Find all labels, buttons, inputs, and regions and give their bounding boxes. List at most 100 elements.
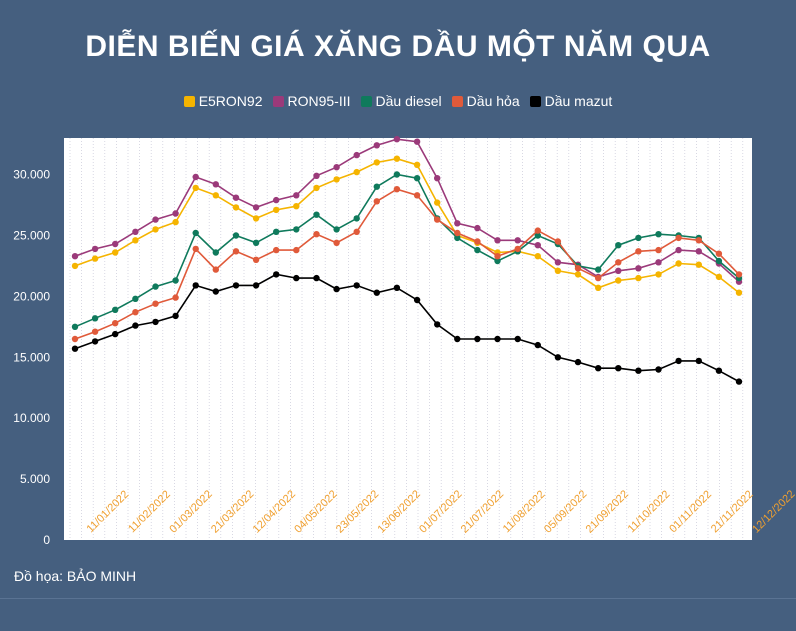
data-point	[333, 239, 340, 246]
data-point	[152, 216, 159, 223]
data-point	[474, 224, 481, 232]
data-point	[91, 245, 99, 253]
data-point	[534, 253, 541, 260]
data-point	[112, 306, 119, 313]
y-tick-label: 20.000	[13, 289, 50, 303]
data-point	[212, 192, 219, 199]
legend-label: RON95-III	[287, 93, 351, 109]
data-point	[393, 186, 401, 193]
data-point	[152, 226, 159, 233]
data-point	[353, 168, 360, 176]
data-point	[554, 267, 562, 274]
data-point	[695, 357, 702, 365]
data-point	[635, 274, 642, 282]
data-point	[353, 228, 360, 235]
data-point	[373, 159, 380, 166]
data-point	[313, 184, 320, 192]
legend: E5RON92 RON95-III Dầu diesel Dầu hỏa Dầu maz…	[0, 93, 796, 109]
data-point	[212, 288, 219, 295]
data-point	[91, 328, 99, 335]
data-point	[514, 335, 521, 343]
legend-label: Dầu hỏa	[466, 93, 520, 109]
data-point	[313, 172, 320, 179]
data-point	[695, 261, 702, 268]
legend-item: RON95-III	[272, 93, 351, 109]
data-point	[71, 345, 79, 352]
data-point	[675, 234, 682, 242]
data-point	[534, 341, 541, 349]
credit-text: Đồ họa: BẢO MINH	[14, 568, 137, 584]
data-point	[112, 240, 119, 248]
data-point	[474, 238, 481, 245]
data-point	[454, 220, 461, 227]
data-point	[574, 271, 582, 278]
data-point	[252, 256, 260, 263]
data-point	[434, 216, 441, 223]
data-point	[132, 322, 139, 329]
data-point	[715, 257, 723, 265]
data-point	[71, 335, 79, 343]
data-point	[695, 248, 702, 255]
data-point	[273, 196, 280, 204]
data-point	[554, 354, 562, 361]
y-tick-label: 0	[43, 533, 50, 547]
data-point	[273, 271, 280, 278]
data-point	[152, 318, 159, 326]
legend-swatch	[451, 95, 463, 107]
data-point	[333, 164, 340, 171]
data-point	[293, 274, 300, 282]
legend-item: Dầu hỏa	[451, 93, 520, 109]
data-point	[454, 234, 461, 242]
data-point	[232, 282, 240, 289]
data-point	[454, 335, 461, 343]
data-point	[132, 237, 139, 244]
data-point	[212, 266, 219, 273]
data-point	[252, 215, 260, 222]
data-point	[534, 232, 541, 239]
data-point	[655, 271, 662, 278]
data-point	[71, 253, 79, 260]
legend-label: Dầu mazut	[544, 93, 613, 109]
data-point	[313, 274, 320, 282]
data-point	[172, 294, 179, 301]
data-point	[715, 250, 723, 257]
data-point	[494, 335, 501, 343]
legend-swatch	[529, 95, 541, 107]
data-point	[112, 320, 119, 327]
data-point	[192, 173, 199, 181]
data-point	[615, 267, 622, 274]
data-point	[474, 246, 481, 254]
data-point	[615, 259, 622, 266]
series-line	[74, 157, 740, 294]
data-point	[373, 198, 380, 205]
data-point	[635, 234, 642, 242]
y-tick-label: 15.000	[13, 350, 50, 364]
data-point	[655, 231, 662, 238]
data-point	[293, 203, 300, 210]
x-tick-label: 12/12/2022	[750, 488, 796, 535]
data-point	[514, 237, 521, 244]
data-point	[635, 367, 642, 374]
data-point	[474, 335, 481, 343]
data-point	[212, 181, 219, 188]
legend-swatch	[183, 95, 195, 107]
data-point	[715, 273, 723, 281]
data-point	[655, 259, 662, 266]
data-point	[293, 226, 300, 233]
data-point	[152, 283, 159, 290]
data-point	[554, 238, 562, 245]
data-point	[574, 358, 582, 366]
data-point	[252, 282, 260, 289]
data-point	[655, 246, 662, 254]
data-point	[333, 285, 340, 293]
data-point	[494, 257, 501, 265]
data-point	[91, 338, 99, 345]
data-point	[353, 215, 360, 222]
data-point	[675, 357, 682, 365]
data-point	[313, 231, 320, 238]
data-point	[454, 229, 461, 237]
data-point	[273, 228, 280, 235]
data-point	[152, 300, 159, 307]
data-point	[413, 161, 421, 168]
